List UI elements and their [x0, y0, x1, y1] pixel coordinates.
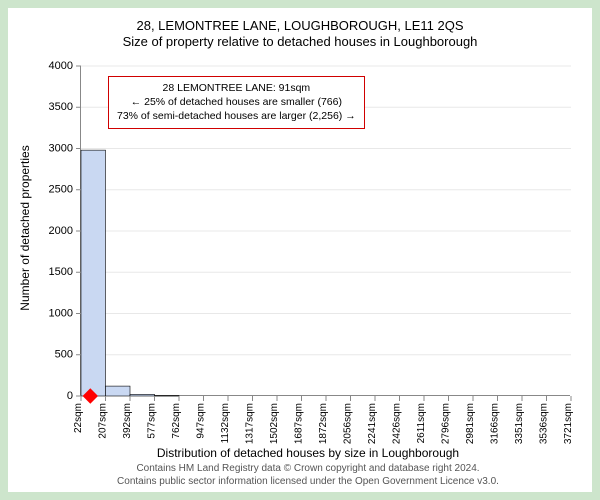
x-tick-label: 392sqm — [122, 403, 133, 439]
histogram-bar — [155, 396, 180, 397]
x-tick-label: 2611sqm — [416, 403, 427, 443]
x-tick-label: 2981sqm — [465, 403, 476, 444]
y-tick-label: 3000 — [49, 142, 73, 154]
annotation-line: 73% of semi-detached houses are larger (… — [117, 109, 356, 123]
histogram-bar — [106, 386, 131, 396]
chart-title: 28, LEMONTREE LANE, LOUGHBOROUGH, LE11 2… — [8, 8, 592, 51]
x-tick-label: 3721sqm — [563, 403, 574, 444]
x-tick-label: 3166sqm — [490, 403, 501, 444]
histogram-bar — [130, 394, 155, 396]
x-tick-label: 2241sqm — [367, 403, 378, 444]
annotation-line: ← 25% of detached houses are smaller (76… — [117, 95, 356, 109]
attribution-footer: Contains HM Land Registry data © Crown c… — [8, 462, 600, 488]
title-line-1: 28, LEMONTREE LANE, LOUGHBOROUGH, LE11 2… — [8, 18, 592, 34]
x-tick-label: 1317sqm — [245, 403, 256, 444]
y-tick-label: 1000 — [49, 307, 73, 319]
x-tick-label: 1502sqm — [269, 403, 280, 444]
x-tick-label: 207sqm — [98, 403, 109, 439]
x-tick-label: 1132sqm — [220, 403, 231, 443]
y-tick-label: 1500 — [49, 266, 73, 278]
footer-line: Contains HM Land Registry data © Crown c… — [8, 462, 600, 475]
annotation-callout: 28 LEMONTREE LANE: 91sqm ← 25% of detach… — [108, 76, 365, 129]
footer-line: Contains public sector information licen… — [8, 475, 600, 488]
y-tick-label: 2500 — [49, 184, 73, 196]
x-tick-label: 3351sqm — [514, 403, 525, 444]
x-tick-label: 947sqm — [196, 403, 207, 439]
x-tick-label: 1872sqm — [318, 403, 329, 444]
y-tick-label: 2000 — [49, 225, 73, 237]
y-tick-label: 3500 — [49, 101, 73, 113]
y-tick-label: 500 — [55, 349, 73, 361]
x-tick-label: 2056sqm — [343, 403, 354, 444]
x-tick-label: 2426sqm — [392, 403, 403, 444]
annotation-line: 28 LEMONTREE LANE: 91sqm — [117, 81, 356, 95]
y-tick-label: 0 — [67, 390, 73, 402]
x-tick-label: 762sqm — [171, 403, 182, 439]
x-tick-label: 2796sqm — [441, 403, 452, 444]
histogram-bar — [81, 150, 106, 396]
x-tick-label: 3536sqm — [539, 403, 550, 444]
x-axis-label: Distribution of detached houses by size … — [8, 446, 600, 460]
chart-frame: 28, LEMONTREE LANE, LOUGHBOROUGH, LE11 2… — [8, 8, 592, 492]
title-line-2: Size of property relative to detached ho… — [8, 34, 592, 50]
x-tick-label: 577sqm — [147, 403, 158, 439]
x-tick-label: 22sqm — [73, 403, 84, 433]
y-axis-label: Number of detached properties — [18, 63, 32, 228]
x-tick-label: 1687sqm — [294, 403, 305, 444]
y-tick-label: 4000 — [49, 60, 73, 72]
